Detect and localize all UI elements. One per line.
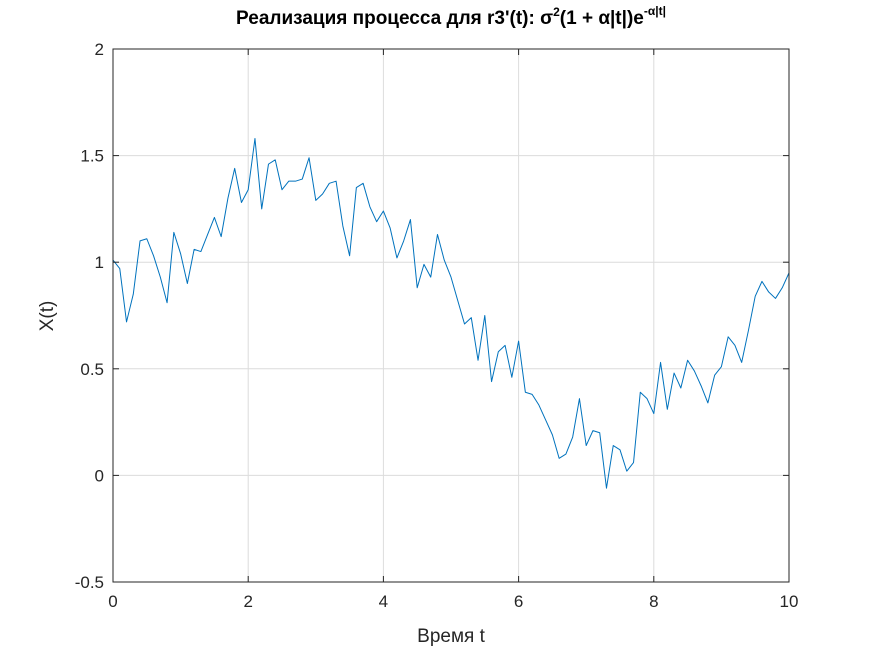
x-tick-label: 2 (243, 592, 252, 611)
x-axis-label: Время t (417, 626, 485, 647)
y-tick-label: 0.5 (80, 360, 104, 379)
series-group (112, 138, 790, 489)
y-tick-label: 2 (95, 40, 104, 59)
y-tick-label: -0.5 (75, 573, 104, 592)
x-tick-label: 6 (514, 592, 523, 611)
y-tick-label: 0 (95, 466, 104, 485)
x-tick-label: 4 (379, 592, 388, 611)
series-line (112, 138, 790, 489)
plot-area (113, 49, 789, 582)
chart-title: Реализация процесса для r3'(t): σ2(1 + α… (236, 4, 666, 29)
x-tick-label: 8 (649, 592, 658, 611)
title-main: Реализация процесса для r3'(t): σ (236, 8, 553, 29)
x-tick-label: 0 (108, 592, 117, 611)
y-tick-label: 1.5 (80, 147, 104, 166)
grid (112, 48, 790, 583)
axes-box (112, 48, 790, 583)
y-tick-labels: -0.5 0 0.5 1 1.5 2 (75, 40, 104, 592)
ticks (112, 48, 790, 583)
x-tick-labels: 0 2 4 6 8 10 (108, 592, 798, 611)
title-sup-2: -α|t| (644, 4, 666, 18)
title-sup-1: 2 (553, 5, 560, 19)
y-axis-label: X(t) (37, 301, 58, 332)
x-tick-label: 10 (780, 592, 799, 611)
title-mid: (1 + α|t|)e (560, 8, 644, 29)
y-tick-label: 1 (95, 253, 104, 272)
